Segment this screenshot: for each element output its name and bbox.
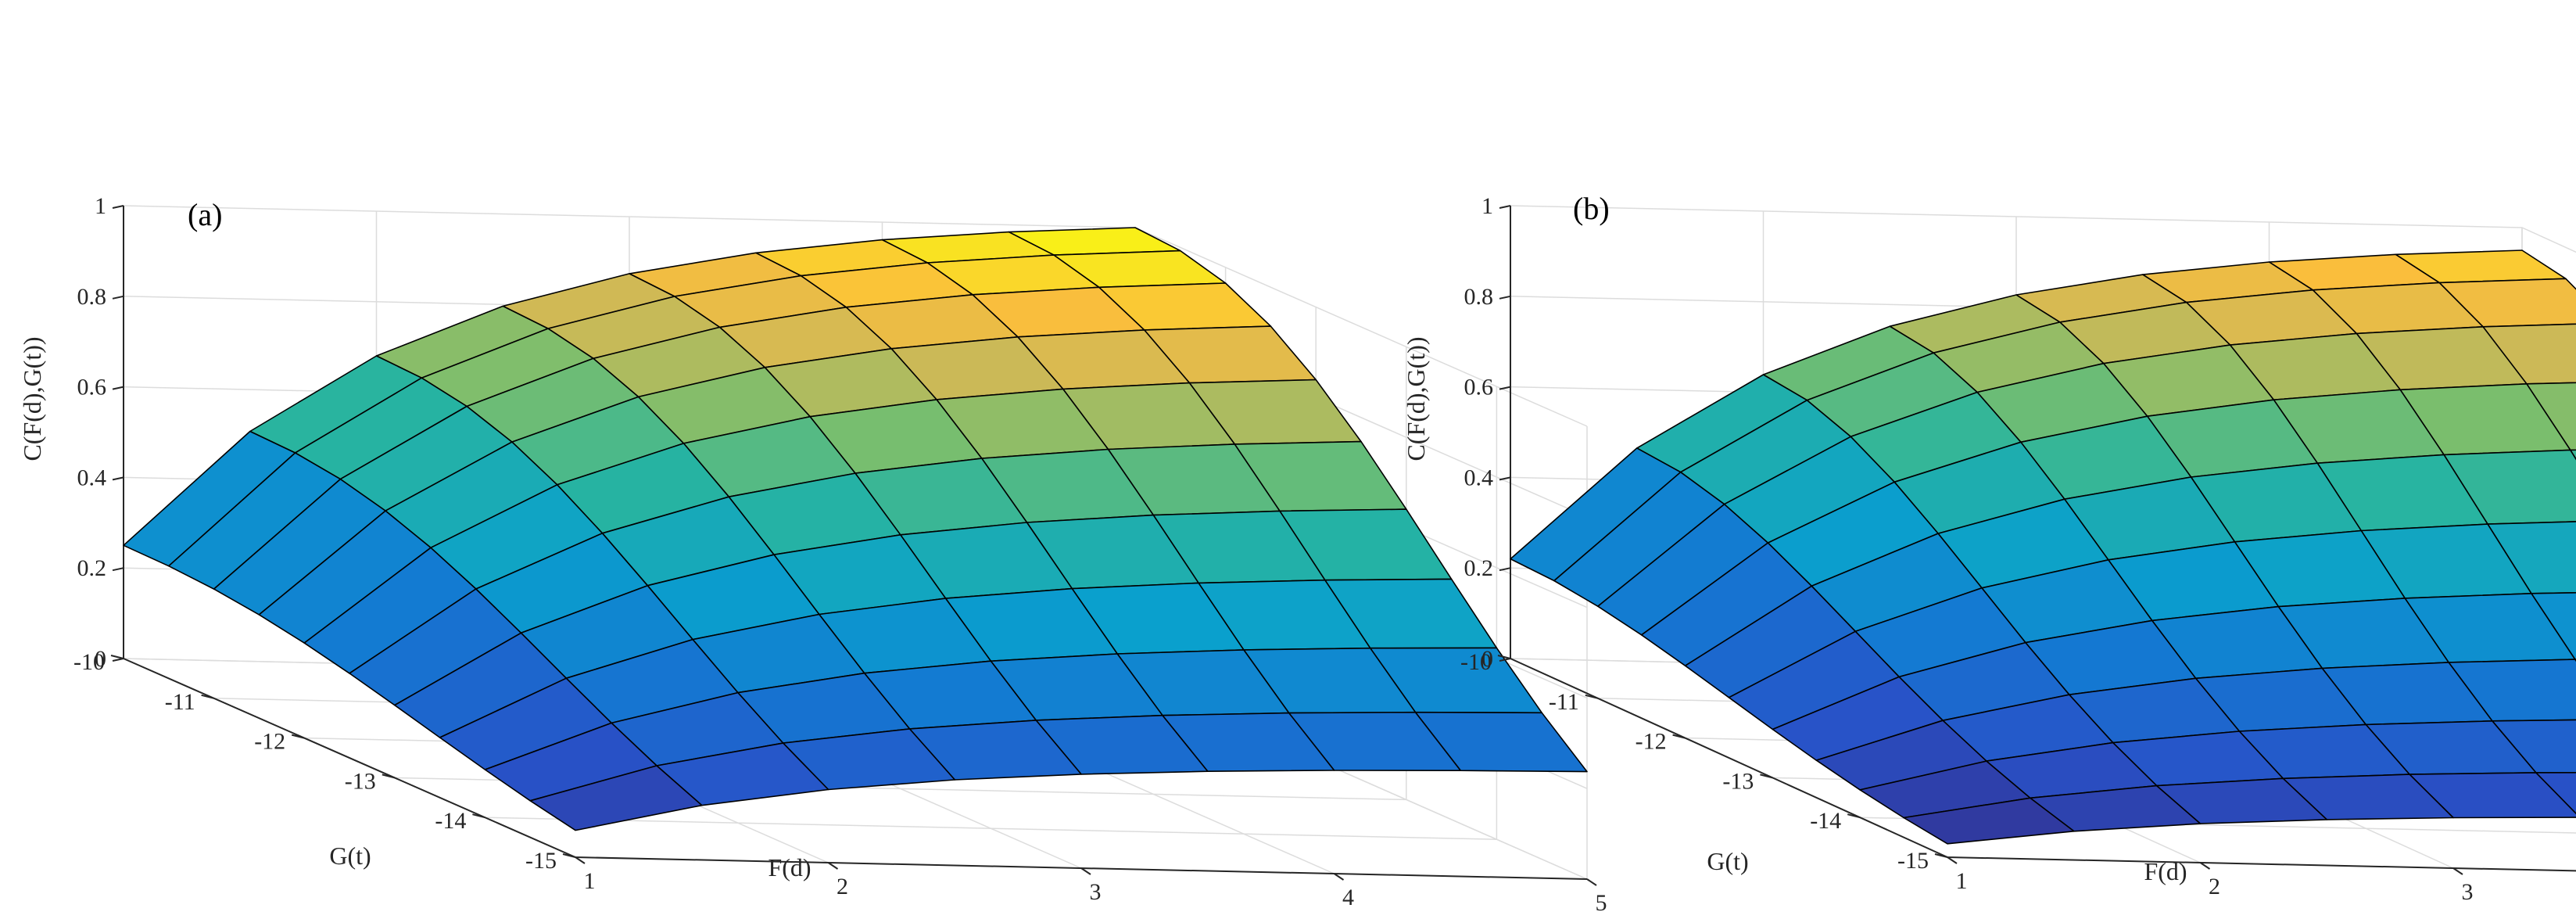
panel-b-surface — [1510, 249, 2576, 845]
panel-b-label: (b) — [1573, 191, 1610, 226]
f-tick — [575, 856, 586, 864]
f-tick — [1947, 856, 1958, 864]
f-tick-label: 1 — [584, 868, 596, 894]
z-tick — [112, 658, 124, 662]
z-tick-label: 0.2 — [77, 555, 107, 581]
z-tick — [1499, 658, 1511, 662]
g-tick-label: -15 — [525, 848, 557, 874]
f-tick — [1080, 867, 1091, 875]
f-tick-label: 2 — [837, 874, 848, 899]
f-tick-label: 2 — [2209, 874, 2220, 899]
g-tick — [1934, 853, 1948, 858]
g-floor-gridline — [485, 817, 1497, 840]
g-tick-label: -13 — [1722, 768, 1754, 794]
z-tick-label: 0.6 — [1464, 375, 1494, 400]
g-tick — [1847, 813, 1861, 819]
z-tick-label: 0 — [95, 646, 106, 672]
panel-a-x-axis-label: F(d) — [768, 853, 811, 881]
g-tick — [291, 734, 305, 739]
g-tick — [110, 655, 124, 659]
g-tick-label: -13 — [345, 768, 376, 794]
g-tick — [472, 813, 485, 819]
panel-a-surface — [123, 227, 1588, 831]
z-tick-label: 0.8 — [1464, 284, 1494, 310]
z-tick-label: 0.4 — [1464, 465, 1494, 490]
z-tick — [1499, 567, 1511, 572]
panel-a-label: (a) — [188, 197, 222, 232]
g-tick — [382, 774, 396, 779]
g-tick-label: -15 — [1897, 848, 1929, 874]
g-tick — [1497, 655, 1511, 659]
z-tick-label: 0.4 — [77, 465, 107, 490]
z-tick-label: 0 — [1481, 646, 1493, 672]
z-tick-label: 1 — [95, 193, 106, 219]
z-tick — [112, 476, 124, 481]
f-tick-label: 3 — [1090, 879, 1102, 905]
z-tick — [1499, 205, 1511, 209]
z-tick — [112, 205, 124, 209]
z-tick — [1499, 476, 1511, 481]
panel-b-x-axis-label: F(d) — [2144, 857, 2187, 885]
f-tick-label: 1 — [1956, 868, 1968, 894]
panel-b-surface-plot: 00.20.40.60.81-10-11-12-13-14-1512345(b)… — [1402, 191, 2576, 905]
z-tick — [112, 567, 124, 572]
f-tick-label: 4 — [1342, 885, 1354, 910]
g-tick-label: -10 — [1460, 649, 1492, 675]
g-tick — [1585, 694, 1599, 699]
g-tick — [1760, 774, 1773, 779]
z-tick — [112, 295, 124, 300]
z-tick — [1499, 295, 1511, 300]
g-tick — [201, 694, 214, 699]
f-tick — [1586, 878, 1597, 886]
g-tick-label: -11 — [165, 689, 195, 715]
panel-a-surface-plot: 0 0.2 0.4 0.6 0.8 1 -10 -11 -12 -13 -14 -15 1 2 3 4 5 (a)… — [18, 193, 1607, 916]
surface-cell — [529, 765, 703, 831]
panel-a-y-axis-label: G(t) — [329, 842, 371, 870]
f-tick — [827, 862, 839, 870]
panel-b-z-axis-label: C(F(d),G(t)) — [1402, 336, 1430, 461]
f-tick-label: 5 — [1596, 890, 1607, 916]
g-tick-label: -14 — [1810, 808, 1841, 834]
g-tick-label: -12 — [254, 729, 285, 755]
f-tick-label: 3 — [2462, 879, 2474, 905]
g-tick-label: -11 — [1549, 689, 1579, 715]
g-tick-label: -10 — [73, 649, 105, 675]
surface-cell — [1903, 797, 2075, 845]
f-tick — [2199, 862, 2211, 870]
z-tick-label: 1 — [1481, 193, 1493, 219]
panel-a-axes: 0 0.2 0.4 0.6 0.8 1 -10 -11 -12 -13 -14 -15 1 2 3 4 5 — [73, 193, 1607, 916]
panel-a-z-axis-label: C(F(d),G(t)) — [18, 336, 46, 461]
g-tick — [1672, 734, 1686, 739]
z-tick-label: 0.8 — [77, 284, 107, 310]
z-tick-label: 0.2 — [1464, 555, 1494, 581]
f-tick — [2452, 867, 2463, 875]
z-tick — [112, 386, 124, 390]
z-tick-label: 0.6 — [77, 375, 107, 400]
g-tick — [562, 853, 576, 858]
z-tick — [1499, 386, 1511, 390]
g-tick-label: -12 — [1636, 729, 1667, 755]
panel-b-y-axis-label: G(t) — [1707, 847, 1748, 875]
f-tick — [1333, 873, 1345, 881]
g-tick-label: -14 — [435, 808, 466, 834]
